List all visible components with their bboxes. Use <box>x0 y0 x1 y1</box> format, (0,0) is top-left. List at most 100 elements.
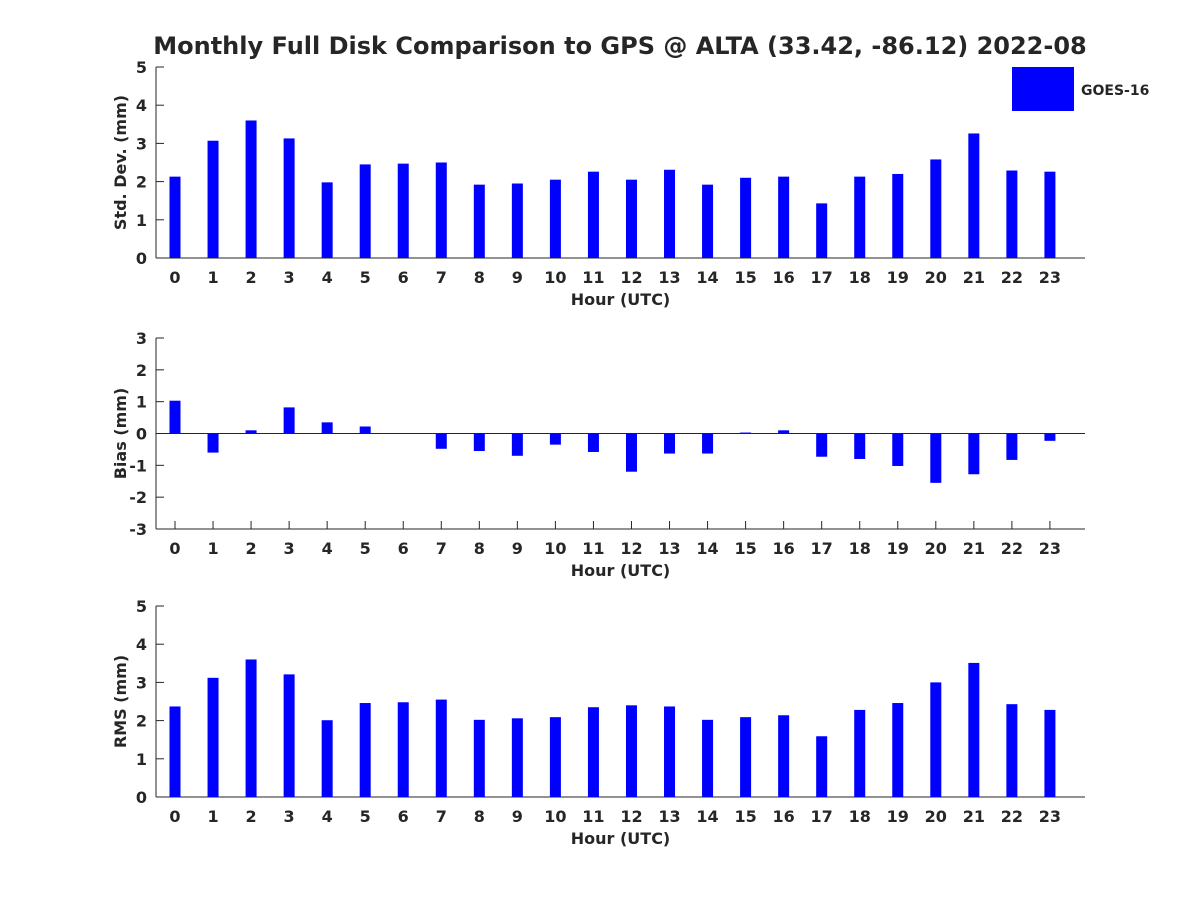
x-tick-label: 6 <box>398 539 409 558</box>
bar-hour-17 <box>816 433 828 457</box>
y-tick-label: 1 <box>136 393 147 412</box>
x-tick-label: 23 <box>1039 539 1061 558</box>
bar-hour-12 <box>625 705 637 797</box>
x-tick-label: 14 <box>696 807 718 826</box>
y-tick-label: 3 <box>136 329 147 348</box>
bar-hour-5 <box>359 426 371 434</box>
x-tick-label: 17 <box>811 807 833 826</box>
x-tick-label: 13 <box>658 539 680 558</box>
legend: GOES-16 <box>1012 67 1149 111</box>
bar-hour-1 <box>207 677 219 797</box>
x-axis-label: Hour (UTC) <box>571 829 671 848</box>
bar-hour-19 <box>892 433 904 466</box>
x-tick-label: 19 <box>887 539 909 558</box>
x-tick-label: 6 <box>398 268 409 287</box>
bar-hour-9 <box>511 183 523 258</box>
bar-hour-22 <box>1006 170 1018 258</box>
x-tick-label: 4 <box>322 807 333 826</box>
bar-hour-2 <box>245 120 257 258</box>
x-tick-label: 9 <box>512 268 523 287</box>
y-axis-label: RMS (mm) <box>111 655 130 748</box>
bar-hour-3 <box>283 138 295 258</box>
x-tick-label: 22 <box>1001 807 1023 826</box>
bar-hour-23 <box>1044 171 1056 258</box>
bar-hour-20 <box>930 433 942 483</box>
x-tick-label: 14 <box>696 268 718 287</box>
y-tick-label: 0 <box>136 788 147 807</box>
x-tick-label: 22 <box>1001 268 1023 287</box>
bar-hour-11 <box>587 171 599 258</box>
bar-hour-5 <box>359 703 371 797</box>
x-tick-label: 6 <box>398 807 409 826</box>
bar-hour-2 <box>245 430 257 434</box>
x-axis-label: Hour (UTC) <box>571 290 671 309</box>
y-axis-label: Std. Dev. (mm) <box>111 95 130 230</box>
bar-hour-10 <box>549 717 561 797</box>
bar-hour-13 <box>664 169 676 258</box>
bar-hour-19 <box>892 703 904 797</box>
x-tick-label: 9 <box>512 539 523 558</box>
bar-hour-4 <box>321 720 333 797</box>
bar-hour-3 <box>283 407 295 434</box>
x-tick-label: 19 <box>887 807 909 826</box>
y-tick-label: 2 <box>136 712 147 731</box>
bar-hour-9 <box>511 433 523 456</box>
bar-hour-6 <box>397 702 409 797</box>
x-tick-label: 5 <box>360 807 371 826</box>
bar-hour-5 <box>359 164 371 258</box>
x-tick-label: 20 <box>925 807 947 826</box>
bar-hour-16 <box>778 430 790 434</box>
x-tick-label: 21 <box>963 539 985 558</box>
bar-hour-18 <box>854 433 866 459</box>
x-tick-label: 19 <box>887 268 909 287</box>
bar-hour-4 <box>321 422 333 434</box>
x-tick-label: 17 <box>811 539 833 558</box>
x-tick-label: 3 <box>284 539 295 558</box>
bar-hour-16 <box>778 176 790 258</box>
x-tick-label: 12 <box>620 268 642 287</box>
x-tick-label: 9 <box>512 807 523 826</box>
bar-hour-22 <box>1006 433 1018 460</box>
x-tick-label: 0 <box>169 807 180 826</box>
x-tick-label: 1 <box>207 539 218 558</box>
bar-hour-17 <box>816 203 828 258</box>
bar-hour-18 <box>854 709 866 797</box>
x-tick-label: 11 <box>582 807 604 826</box>
x-tick-label: 13 <box>658 807 680 826</box>
x-tick-label: 20 <box>925 268 947 287</box>
x-tick-label: 21 <box>963 807 985 826</box>
bar-hour-2 <box>245 659 257 797</box>
x-tick-label: 5 <box>360 268 371 287</box>
bar-hour-15 <box>740 177 752 258</box>
y-tick-label: -1 <box>129 456 147 475</box>
legend-swatch <box>1012 67 1074 111</box>
y-tick-label: 1 <box>136 750 147 769</box>
x-tick-label: 4 <box>322 268 333 287</box>
x-tick-label: 16 <box>773 807 795 826</box>
y-tick-label: 1 <box>136 211 147 230</box>
bar-hour-14 <box>702 184 714 258</box>
bar-hour-18 <box>854 176 866 258</box>
bar-hour-7 <box>435 162 447 258</box>
x-tick-label: 16 <box>773 268 795 287</box>
x-tick-label: 23 <box>1039 268 1061 287</box>
y-tick-label: 2 <box>136 173 147 192</box>
bar-hour-7 <box>435 699 447 797</box>
bar-hour-21 <box>968 433 980 475</box>
bar-hour-10 <box>549 179 561 258</box>
bar-hour-10 <box>549 433 561 445</box>
bar-hour-4 <box>321 182 333 258</box>
y-tick-label: 4 <box>136 635 147 654</box>
bar-hour-15 <box>740 717 752 797</box>
bar-hour-1 <box>207 433 219 453</box>
bar-hour-14 <box>702 433 714 454</box>
x-tick-label: 7 <box>436 807 447 826</box>
bar-hour-20 <box>930 159 942 258</box>
x-tick-label: 3 <box>284 807 295 826</box>
x-tick-label: 15 <box>734 807 756 826</box>
x-tick-label: 10 <box>544 268 566 287</box>
bar-hour-16 <box>778 715 790 797</box>
bar-hour-11 <box>587 707 599 797</box>
